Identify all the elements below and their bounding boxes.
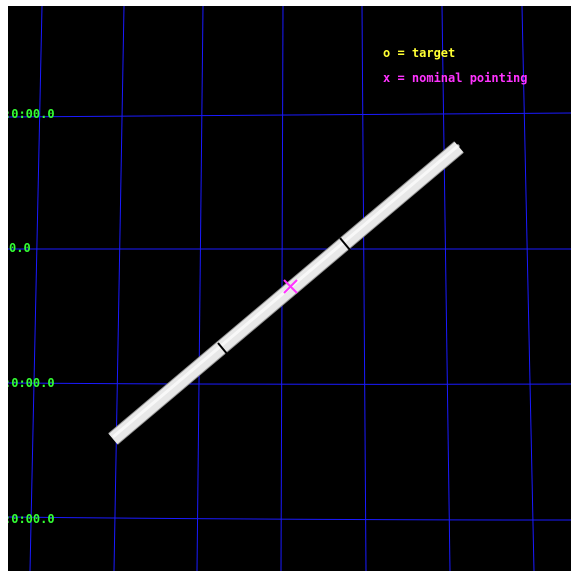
dec-label-1: :0:00.0 [8,107,55,121]
grid-line-dec-3 [8,382,571,385]
legend-nominal-pointing: x = nominal pointing [383,71,528,85]
sky-plot-panel: :0:00.0 0.0 :0:00.0 :0:00.0 o = target x… [8,6,571,571]
dec-label-2: 0.0 [9,241,31,255]
slit-divider-lower [217,342,229,356]
legend-target: o = target [383,46,455,60]
grid-line-ra-3 [196,6,204,571]
grid-line-ra-6 [441,6,451,571]
slit [108,141,464,445]
dec-label-4: :0:00.0 [8,512,55,526]
grid-line-dec-1 [8,112,571,118]
grid-line-dec-2 [8,248,571,250]
grid-line-ra-1 [29,6,43,571]
sky-plot: :0:00.0 0.0 :0:00.0 :0:00.0 o = target x… [8,6,571,571]
grid-line-ra-5 [361,6,367,571]
x-mark-icon [283,279,298,294]
grid-line-ra-2 [113,6,125,571]
grid-line-ra-7 [521,6,535,571]
dec-label-3: :0:00.0 [8,376,55,390]
grid-line-dec-4 [8,516,571,521]
slit-divider-upper [339,237,351,251]
